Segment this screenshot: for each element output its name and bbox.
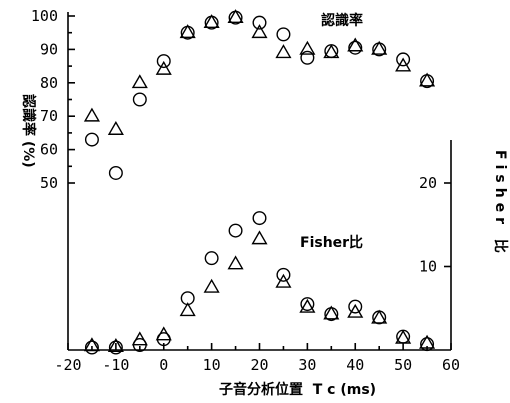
- recognition-triangle-point: [251, 24, 268, 39]
- recognition-circle-point: [84, 132, 99, 147]
- recognition-triangle-point: [299, 40, 316, 55]
- fisher-circle-point: [348, 299, 363, 314]
- recognition-triangle-point: [347, 37, 364, 52]
- y-left-tick-label: 80: [40, 74, 58, 92]
- recognition-triangle-point: [107, 120, 124, 135]
- recognition-annotation: 認識率: [321, 12, 363, 29]
- fisher-circle-point: [84, 340, 99, 355]
- y-left-tick-label: 60: [40, 141, 58, 159]
- fisher-circle-point: [276, 267, 291, 282]
- fisher-triangle-point: [203, 278, 220, 293]
- x-tick-label: 10: [203, 356, 221, 374]
- x-tick-label: 50: [394, 356, 412, 374]
- recognition-triangle-point: [83, 107, 100, 122]
- x-axis-label: 子音分析位置 T c (ms): [219, 381, 376, 398]
- y-right-tick-label: 10: [419, 258, 437, 276]
- fisher-annotation: Fisher比: [300, 234, 363, 251]
- recognition-triangle-point: [275, 44, 292, 59]
- recognition-triangle-point: [371, 40, 388, 55]
- y-right-axis-label: Fisher 比: [492, 150, 509, 258]
- x-tick-label: 30: [298, 356, 316, 374]
- fisher-triangle-point: [251, 230, 268, 245]
- fisher-triangle-point: [323, 305, 340, 320]
- fisher-triangle-point: [131, 331, 148, 346]
- y-left-axis-label: 認識率 (%): [20, 94, 37, 168]
- x-tick-label: -20: [54, 356, 81, 374]
- x-tick-label: 0: [159, 356, 168, 374]
- y-left-tick-label: 70: [40, 107, 58, 125]
- chart-axes: [67, 12, 452, 351]
- recognition-circle-point: [276, 27, 291, 42]
- fisher-triangle-point: [395, 329, 412, 344]
- recognition-triangle-point: [323, 44, 340, 59]
- fisher-triangle-point: [179, 302, 196, 317]
- recognition-triangle-point: [155, 60, 172, 75]
- recognition-circle-point: [132, 92, 147, 107]
- fisher-triangle-point: [227, 255, 244, 270]
- fisher-triangle-point: [83, 337, 100, 352]
- recognition-triangle-point: [203, 14, 220, 29]
- x-tick-label: 20: [250, 356, 268, 374]
- y-left-tick-label: 100: [31, 7, 58, 25]
- fisher-circle-point: [420, 337, 435, 352]
- fisher-circle-point: [108, 340, 123, 355]
- recognition-triangle-point: [227, 9, 244, 24]
- x-tick-label: 60: [442, 356, 460, 374]
- fisher-triangle-point: [419, 334, 436, 349]
- fisher-circle-point: [228, 223, 243, 238]
- recognition-triangle-point: [131, 74, 148, 89]
- recognition-circle-point: [348, 40, 363, 55]
- y-left-tick-label: 90: [40, 40, 58, 58]
- recognition-triangle-point: [419, 72, 436, 87]
- recognition-circle-point: [300, 50, 315, 65]
- fisher-triangle-point: [347, 303, 364, 318]
- fisher-triangle-point: [371, 309, 388, 324]
- x-tick-label: 40: [346, 356, 364, 374]
- recognition-circle-point: [396, 52, 411, 67]
- fisher-triangle-point: [107, 338, 124, 353]
- fisher-triangle-point: [275, 273, 292, 288]
- fisher-triangle-point: [299, 298, 316, 313]
- fisher-circle-point: [300, 297, 315, 312]
- y-left-tick-label: 50: [40, 174, 58, 192]
- y-right-tick-label: 20: [419, 174, 437, 192]
- fisher-triangle-point: [155, 326, 172, 341]
- recognition-circle-point: [108, 165, 123, 180]
- recognition-triangle-point: [395, 57, 412, 72]
- x-tick-label: -10: [102, 356, 129, 374]
- fisher-circle-point: [252, 211, 267, 226]
- recognition-circle-point: [252, 15, 267, 30]
- recognition-circle-point: [156, 54, 171, 69]
- tick-labels: 50 60 70 80 90 100 10 20 -20 -10 0 10 20 30 40 50 60: [31, 7, 460, 374]
- fisher-circle-point: [204, 251, 219, 266]
- data-marks: [83, 9, 436, 355]
- recognition-triangle-point: [179, 24, 196, 39]
